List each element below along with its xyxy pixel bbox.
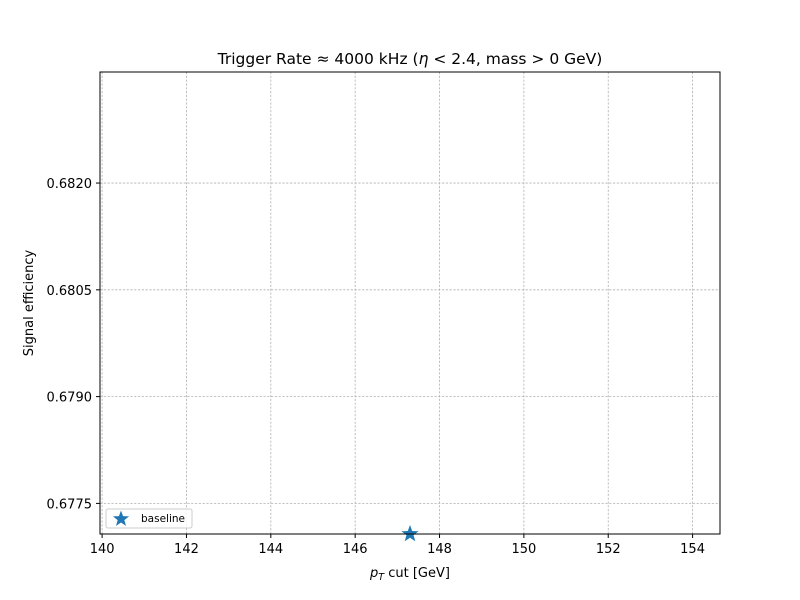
x-tick-label: 150 <box>511 542 536 557</box>
x-tick-label: 142 <box>174 542 199 557</box>
x-tick-label: 140 <box>90 542 115 557</box>
y-tick-label: 0.6775 <box>47 497 93 512</box>
x-tick-label: 148 <box>427 542 452 557</box>
legend-label-baseline: baseline <box>141 513 185 525</box>
plot-area <box>99 71 721 542</box>
legend-frame <box>105 508 193 529</box>
x-axis-label-symbol: p <box>369 566 378 581</box>
x-tick-label: 144 <box>258 542 283 557</box>
legend-marker-baseline <box>112 510 130 526</box>
x-tick-label: 152 <box>596 542 621 557</box>
x-axis-label-suffix: cut [GeV] <box>384 566 450 581</box>
y-tick-label: 0.6790 <box>47 391 93 406</box>
chart-title-eta: η <box>419 50 429 68</box>
chart-title-prefix: Trigger Rate ≈ 4000 kHz ( <box>217 50 419 68</box>
legend: baseline <box>105 508 193 529</box>
data-point-baseline <box>401 525 419 542</box>
x-tick-label: 146 <box>343 542 368 557</box>
plot-frame <box>99 71 721 535</box>
y-axis-label: Signal efficiency <box>22 249 37 356</box>
data-marks <box>401 525 419 542</box>
chart-title: Trigger Rate ≈ 4000 kHz (η < 2.4, mass >… <box>217 50 603 68</box>
x-tick-label: 154 <box>680 542 705 557</box>
grid <box>100 72 720 534</box>
x-axis: 140 142 144 146 148 150 152 154 <box>90 534 705 557</box>
y-axis: 0.6775 0.6790 0.6805 0.6820 <box>47 177 100 512</box>
legend-star-icon <box>112 510 130 526</box>
chart-title-suffix: < 2.4, mass > 0 GeV) <box>428 50 602 68</box>
x-axis-label: pT cut [GeV] <box>369 566 450 583</box>
y-tick-label: 0.6820 <box>47 177 93 192</box>
x-axis-label-subscript: T <box>378 572 385 583</box>
plot-background <box>100 72 720 534</box>
y-tick-label: 0.6805 <box>47 284 93 299</box>
